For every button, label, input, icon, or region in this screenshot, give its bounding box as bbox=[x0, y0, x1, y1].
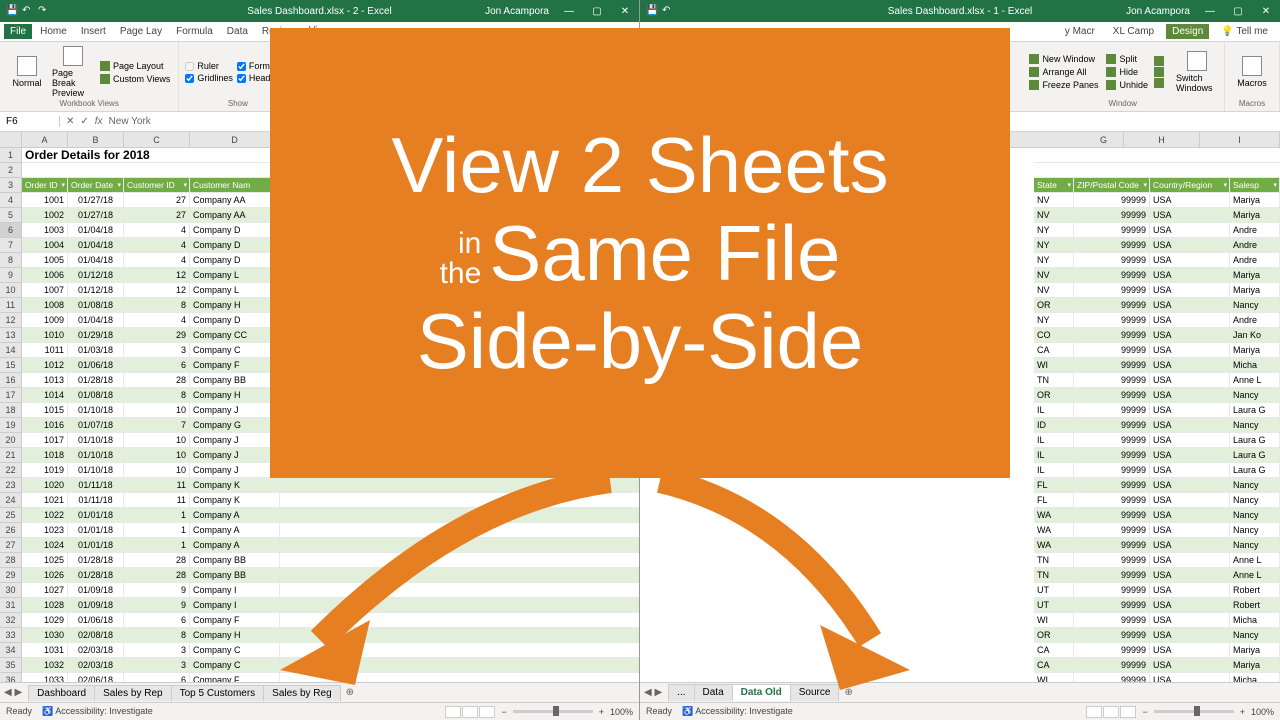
zoom-in-icon[interactable]: + bbox=[1240, 707, 1245, 717]
col-header[interactable]: D bbox=[190, 132, 280, 147]
status-bar-left: Ready ♿ Accessibility: Investigate − + 1… bbox=[0, 702, 639, 720]
ribbon-tab-design[interactable]: Design bbox=[1166, 24, 1209, 39]
normal-view-button[interactable]: Normal bbox=[6, 45, 48, 99]
ribbon-tab-file[interactable]: File bbox=[4, 24, 32, 39]
switch-windows-button[interactable]: Switch Windows bbox=[1176, 45, 1218, 99]
ribbon-tab-formula[interactable]: Formula bbox=[170, 24, 219, 39]
zoom-slider[interactable] bbox=[513, 710, 593, 713]
minimize-icon[interactable]: — bbox=[555, 0, 583, 22]
status-ready: Ready bbox=[646, 706, 672, 717]
reset-position-icon[interactable] bbox=[1154, 78, 1164, 88]
zoom-level[interactable]: 100% bbox=[1251, 707, 1274, 717]
row-headers-left: 1234567891011121314151617181920212223242… bbox=[0, 148, 22, 682]
col-header[interactable]: C bbox=[124, 132, 190, 147]
normal-view-icon[interactable] bbox=[445, 706, 461, 718]
ribbon-tab-y-macr[interactable]: y Macr bbox=[1059, 24, 1101, 39]
normal-view-icon[interactable] bbox=[1086, 706, 1102, 718]
col-header[interactable]: H bbox=[1124, 132, 1200, 147]
col-header[interactable]: B bbox=[68, 132, 124, 147]
gridlines-checkbox[interactable]: Gridlines bbox=[185, 73, 233, 83]
status-ready: Ready bbox=[6, 706, 32, 717]
quick-access-toolbar: 💾 ↶ ↷ bbox=[0, 5, 56, 17]
user-name: Jon Acampora bbox=[485, 6, 549, 17]
custom-views-button[interactable]: Custom Views bbox=[98, 73, 172, 85]
status-accessibility: ♿ Accessibility: Investigate bbox=[682, 706, 793, 717]
close-icon[interactable]: ✕ bbox=[1252, 0, 1280, 22]
title-overlay: View 2 Sheets intheSame File Side-by-Sid… bbox=[270, 28, 1010, 478]
zoom-out-icon[interactable]: − bbox=[501, 707, 506, 717]
ribbon-tab-insert[interactable]: Insert bbox=[75, 24, 112, 39]
cancel-icon[interactable]: ✕ bbox=[66, 116, 74, 127]
page-layout-button[interactable]: Page Layout bbox=[98, 60, 172, 72]
hide-button[interactable]: Hide bbox=[1104, 66, 1150, 78]
zoom-in-icon[interactable]: + bbox=[599, 707, 604, 717]
status-accessibility: ♿ Accessibility: Investigate bbox=[42, 706, 153, 717]
maximize-icon[interactable]: ▢ bbox=[583, 0, 611, 22]
ribbon-tab-home[interactable]: Home bbox=[34, 24, 73, 39]
maximize-icon[interactable]: ▢ bbox=[1224, 0, 1252, 22]
minimize-icon[interactable]: — bbox=[1196, 0, 1224, 22]
zoom-slider[interactable] bbox=[1154, 710, 1234, 713]
sheet-tab[interactable]: Top 5 Customers bbox=[171, 685, 265, 701]
unhide-button[interactable]: Unhide bbox=[1104, 79, 1150, 91]
titlebar-right: 💾 ↶ Sales Dashboard.xlsx - 1 - Excel Jon… bbox=[640, 0, 1280, 22]
fx-icon[interactable]: fx bbox=[95, 116, 103, 127]
col-header[interactable]: G bbox=[1084, 132, 1124, 147]
arrow-left bbox=[260, 460, 620, 700]
overlay-line1: View 2 Sheets bbox=[391, 126, 888, 204]
macros-button[interactable]: Macros bbox=[1231, 45, 1273, 99]
formula-value[interactable]: New York bbox=[109, 116, 151, 127]
sheet-tab[interactable]: Dashboard bbox=[28, 685, 95, 701]
redo-icon[interactable]: ↷ bbox=[38, 5, 50, 17]
page-break-icon[interactable] bbox=[1120, 706, 1136, 718]
arrange-all-button[interactable]: Arrange All bbox=[1027, 66, 1100, 78]
undo-icon[interactable]: ↶ bbox=[662, 5, 674, 17]
page-layout-icon[interactable] bbox=[1103, 706, 1119, 718]
page-break-button[interactable]: Page Break Preview bbox=[52, 45, 94, 99]
view-side-by-side-icon[interactable] bbox=[1154, 56, 1164, 66]
freeze-panes-button[interactable]: Freeze Panes bbox=[1027, 79, 1100, 91]
zoom-level[interactable]: 100% bbox=[610, 707, 633, 717]
close-icon[interactable]: ✕ bbox=[611, 0, 639, 22]
cells-right[interactable]: StateZIP/Postal CodeCountry/RegionSalesp… bbox=[1034, 148, 1280, 682]
ruler-checkbox[interactable]: Ruler bbox=[185, 61, 233, 71]
window-controls: — ▢ ✕ bbox=[555, 0, 639, 22]
ribbon-group-window: New Window Arrange All Freeze Panes Spli… bbox=[1021, 42, 1225, 111]
col-header[interactable]: A bbox=[22, 132, 68, 147]
window-title: Sales Dashboard.xlsx - 2 - Excel bbox=[247, 6, 392, 17]
ribbon-tab-xl-camp[interactable]: XL Camp bbox=[1107, 24, 1160, 39]
sync-scroll-icon[interactable] bbox=[1154, 67, 1164, 77]
overlay-line3: Side-by-Side bbox=[417, 302, 864, 380]
status-bar-right: Ready ♿ Accessibility: Investigate − + 1… bbox=[640, 702, 1280, 720]
ribbon-tab-page-lay[interactable]: Page Lay bbox=[114, 24, 168, 39]
ribbon-tab-tell-me[interactable]: 💡 Tell me bbox=[1215, 24, 1274, 39]
undo-icon[interactable]: ↶ bbox=[22, 5, 34, 17]
overlay-line2: intheSame File bbox=[440, 214, 841, 292]
sheet-tab[interactable]: Sales by Rep bbox=[94, 685, 171, 701]
user-name: Jon Acampora bbox=[1126, 6, 1190, 17]
col-header[interactable]: I bbox=[1200, 132, 1280, 147]
ribbon-group-workbook-views: Normal Page Break Preview Page Layout Cu… bbox=[0, 42, 179, 111]
page-break-icon[interactable] bbox=[479, 706, 495, 718]
zoom-out-icon[interactable]: − bbox=[1142, 707, 1147, 717]
enter-icon[interactable]: ✓ bbox=[80, 116, 88, 127]
window-title: Sales Dashboard.xlsx - 1 - Excel bbox=[888, 6, 1033, 17]
new-window-button[interactable]: New Window bbox=[1027, 53, 1100, 65]
titlebar-left: 💾 ↶ ↷ Sales Dashboard.xlsx - 2 - Excel J… bbox=[0, 0, 639, 22]
page-layout-icon[interactable] bbox=[462, 706, 478, 718]
arrow-right bbox=[650, 460, 970, 700]
name-box[interactable]: F6 bbox=[0, 116, 60, 127]
select-all-corner[interactable] bbox=[0, 132, 22, 147]
sheet-nav[interactable]: ◀ ▶ bbox=[4, 687, 28, 698]
quick-access-toolbar: 💾 ↶ bbox=[640, 5, 680, 17]
window-controls: — ▢ ✕ bbox=[1196, 0, 1280, 22]
ribbon-tab-data[interactable]: Data bbox=[221, 24, 254, 39]
save-icon[interactable]: 💾 bbox=[6, 5, 18, 17]
split-button[interactable]: Split bbox=[1104, 53, 1150, 65]
save-icon[interactable]: 💾 bbox=[646, 5, 658, 17]
ribbon-group-macros: Macros Macros bbox=[1225, 42, 1280, 111]
